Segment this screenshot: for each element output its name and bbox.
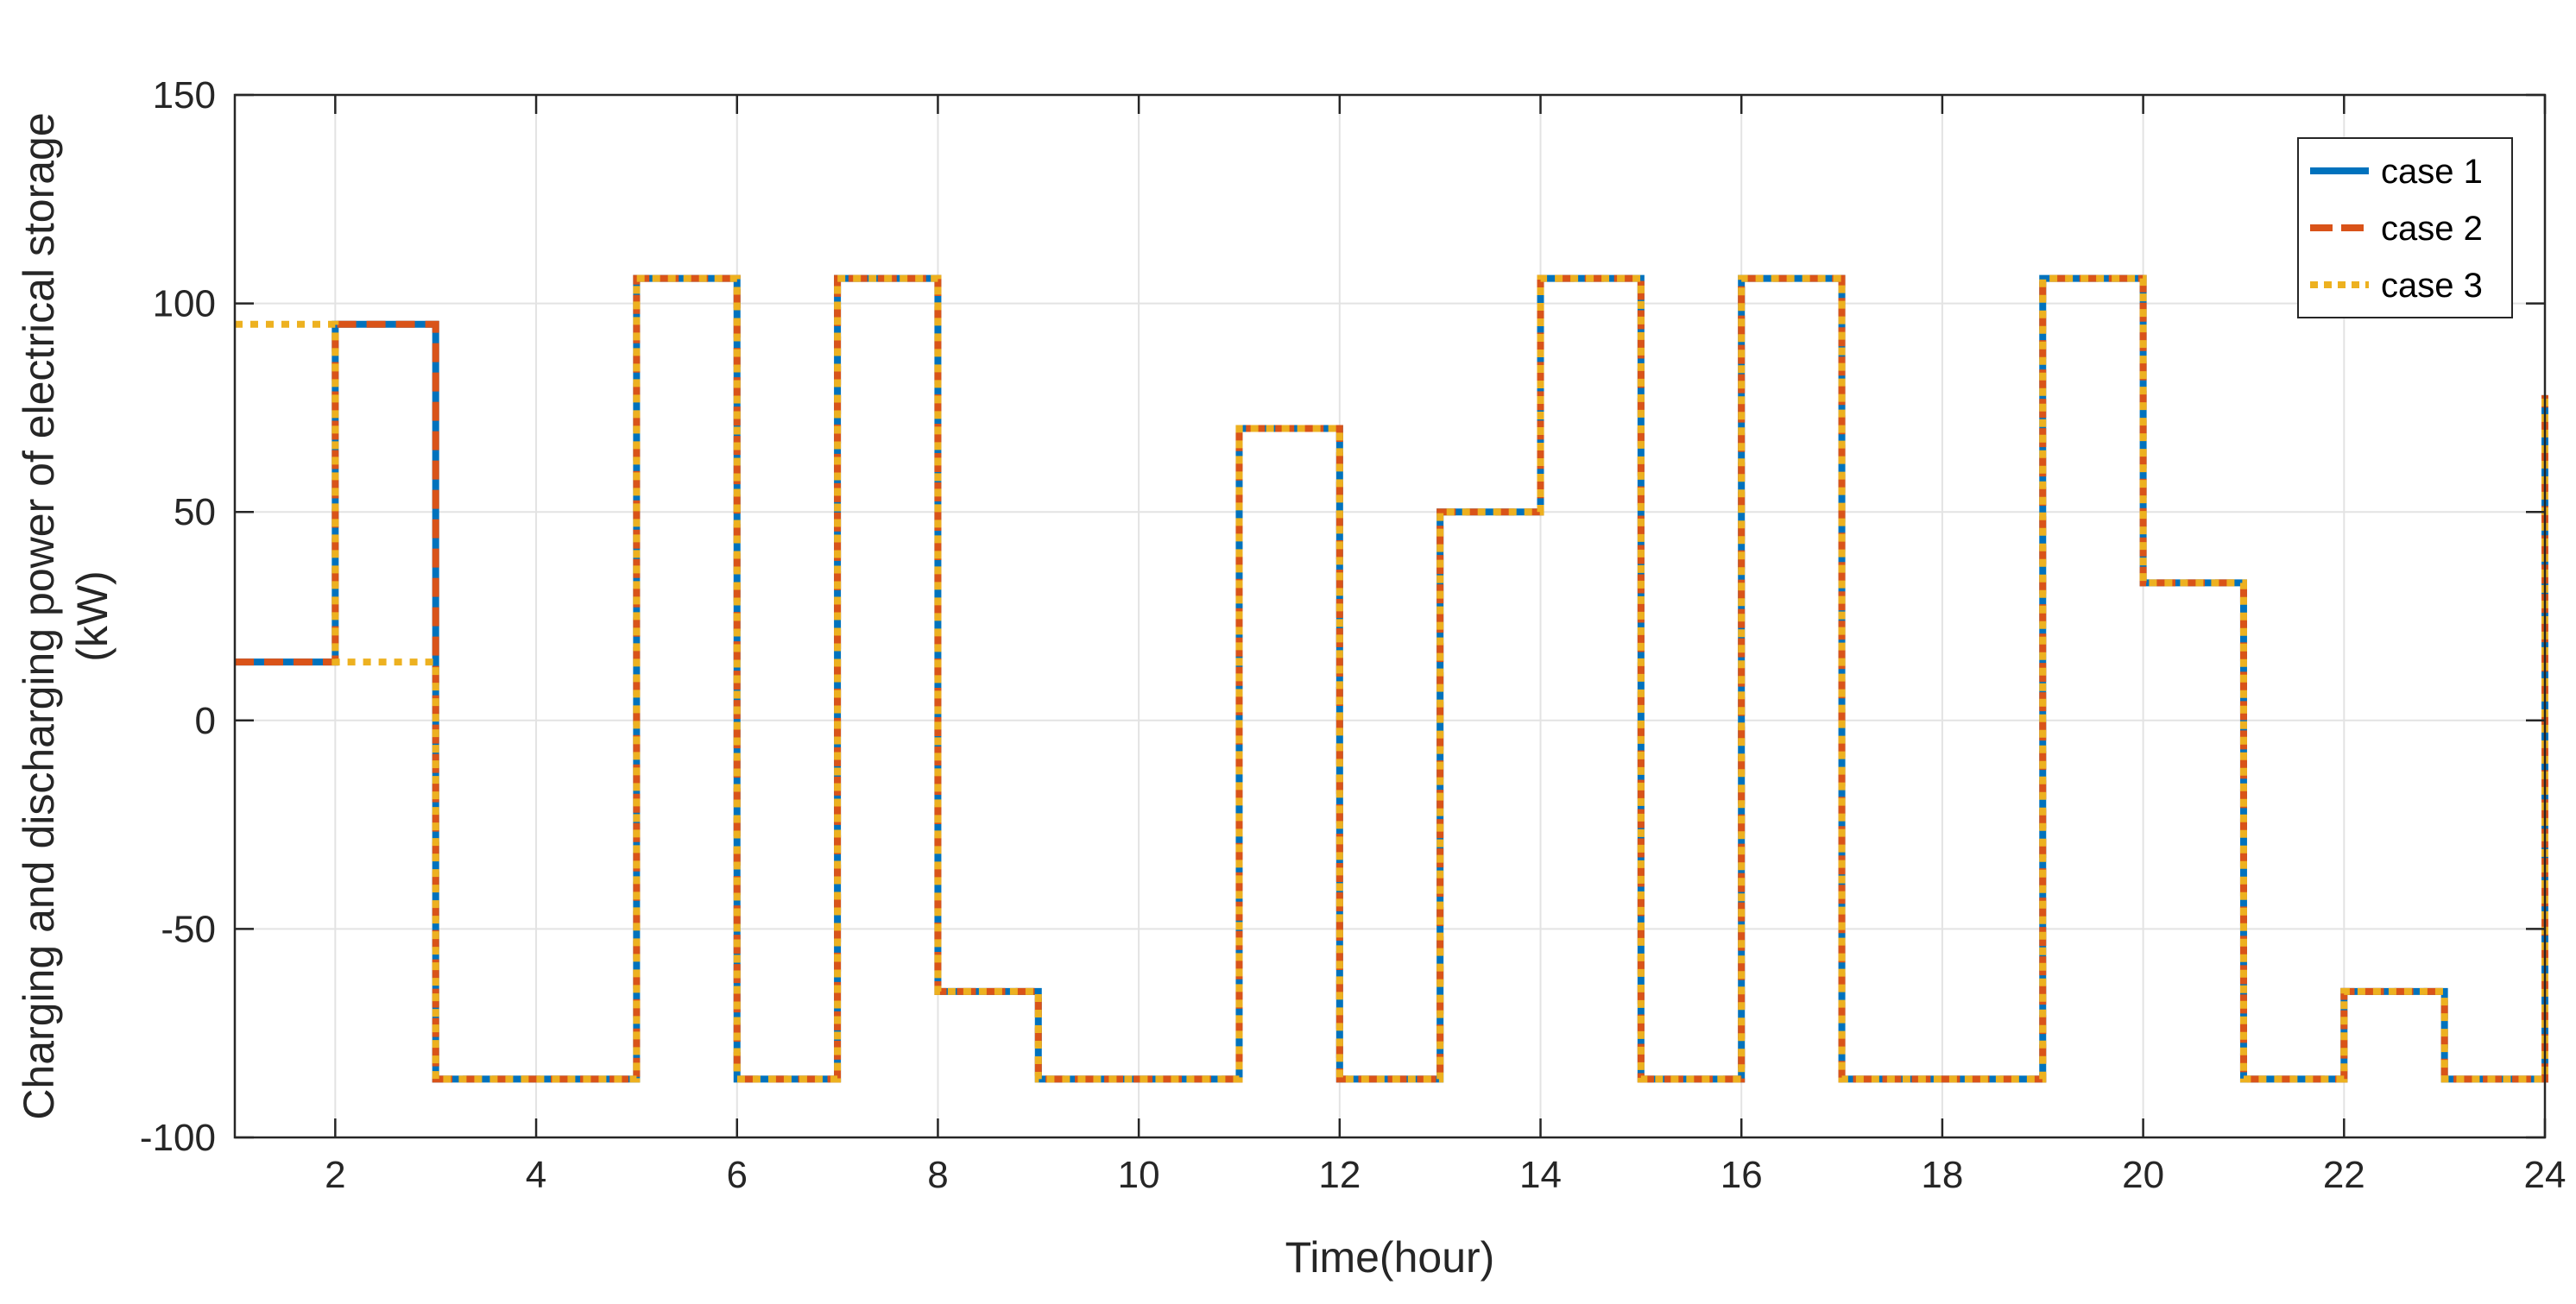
x-tick-label: 20 (2122, 1154, 2164, 1196)
x-tick-label: 22 (2323, 1154, 2365, 1196)
x-tick-label: 6 (726, 1154, 747, 1196)
plot-frame (233, 93, 2547, 1139)
y-tick-label: 0 (195, 700, 216, 742)
y-tick-labels: -100 -50 0 50 100 150 (140, 74, 216, 1159)
legend-items: case 1 case 2 case 3 (2310, 153, 2483, 305)
series-line-3 (235, 274, 2548, 1083)
x-tick-label: 14 (1519, 1154, 1562, 1196)
y-axis-title-line-2: (kW) (68, 570, 117, 662)
legend-label-2: case 2 (2381, 210, 2483, 248)
plot-lines (235, 274, 2548, 1083)
y-tick-label: -100 (140, 1117, 216, 1159)
y-tick-label: -50 (161, 908, 216, 950)
y-axis-title: Charging and discharging power of electr… (15, 112, 117, 1119)
legend: case 1 case 2 case 3 (2297, 137, 2513, 318)
x-tick-label: 16 (1720, 1154, 1763, 1196)
x-tick-label: 2 (325, 1154, 345, 1196)
legend-label-3: case 3 (2381, 267, 2483, 305)
y-tick-label: 100 (153, 283, 216, 325)
x-tick-label: 8 (927, 1154, 948, 1196)
x-axis-title: Time(hour) (1285, 1233, 1495, 1282)
y-tick-label: 150 (153, 74, 216, 117)
legend-label-1: case 1 (2381, 153, 2483, 191)
x-tick-labels: 2 4 6 8 10 12 14 16 18 20 22 24 (325, 1154, 2566, 1196)
x-tick-label: 12 (1318, 1154, 1361, 1196)
axis-ticks (235, 93, 2547, 1139)
x-tick-label: 24 (2524, 1154, 2567, 1196)
x-tick-label: 4 (526, 1154, 546, 1196)
y-axis-title-line-1: Charging and discharging power of electr… (15, 112, 63, 1119)
y-tick-label: 50 (174, 491, 216, 533)
x-tick-label: 18 (1921, 1154, 1963, 1196)
x-tick-label: 10 (1118, 1154, 1160, 1196)
